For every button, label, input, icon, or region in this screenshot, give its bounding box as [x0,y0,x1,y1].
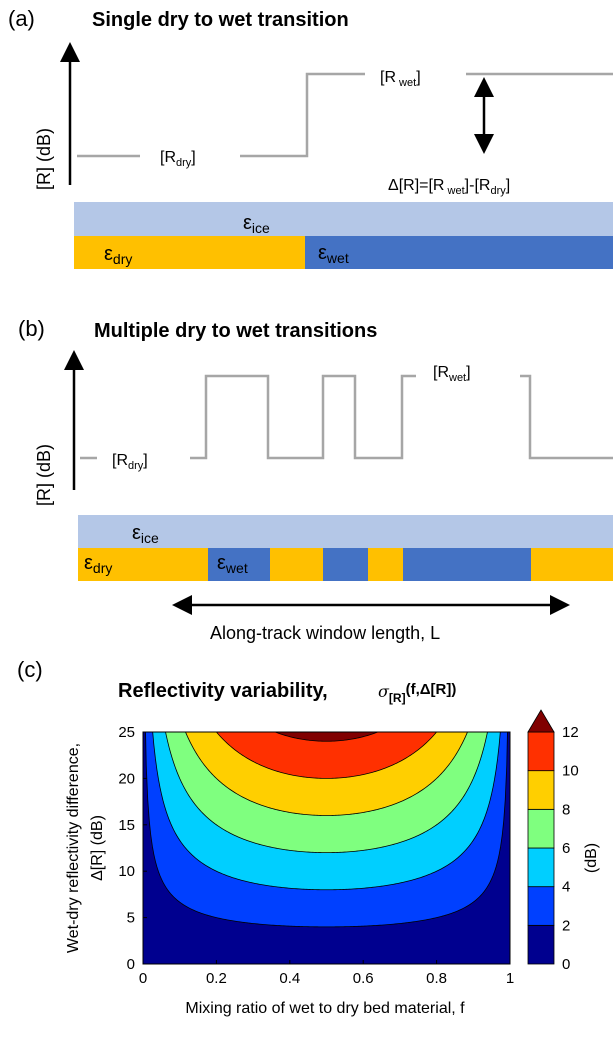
x-tick-label: 0.6 [353,970,374,987]
panel-b-dry-segment-4 [531,548,613,581]
panel-a-ylabel: [R] (dB) [34,128,54,190]
chart-title-symbol: σ[R](f,Δ[R]) [378,681,456,705]
contour-line-12 [274,732,379,742]
x-axis-label: Mixing ratio of wet to dry bed material,… [185,1000,465,1017]
panel-a-r-wet: [R wet] [380,69,421,89]
panel-b-r-wet: [Rwet] [433,364,471,384]
panel-b-multi-step-signal [190,374,416,460]
contour-line-6 [165,732,488,854]
y-tick-label: 5 [127,910,135,927]
x-tick-label: 0 [139,970,147,987]
contour-line-4 [152,732,501,891]
panel-b-eps-dry: εdry [84,552,112,576]
y-tick-label: 0 [127,956,135,973]
panel-a-label: (a) [8,6,35,31]
panel-b-dry-segment-3 [368,548,403,581]
colorbar-band-6 [527,808,555,849]
colorbar-band-8 [527,770,555,810]
colorbar-extend-triangle [527,709,555,733]
panel-a-dry-layer [74,236,305,269]
panel-b-label: (b) [18,316,45,341]
x-tick-label: 0.4 [279,970,300,987]
panel-c: (c) Reflectivity variability, σ[R](f,Δ[R… [17,657,600,1017]
panel-a-eps-wet: εwet [318,242,349,266]
panel-b-wet-segment-2 [323,548,368,581]
panel-b-r-dry: [Rdry] [112,452,148,472]
panel-b-dry-segment-2 [270,548,323,581]
colorbar-band-2 [527,886,555,926]
panel-a-r-dry: [Rdry] [160,149,196,169]
colorbar-tick-label: 0 [562,956,570,973]
y-tick-label: 25 [118,724,135,741]
colorbar-label: (dB) [583,843,600,873]
y-tick-label: 10 [118,863,135,880]
panel-b-window-label: Along-track window length, L [210,623,440,643]
colorbar-tick-label: 2 [562,917,570,934]
y-axis: 0 5 10 15 20 25 [118,724,147,973]
colorbar-tick-label: 6 [562,840,570,857]
colorbar-tick-label: 12 [562,724,579,741]
x-axis: 0 0.2 0.4 0.6 0.8 1 [139,960,514,987]
panel-b-eps-ice: εice [132,522,159,546]
panel-b-signal-right [520,374,613,460]
y-tick-label: 20 [118,770,135,787]
colorbar-band-4 [527,847,555,888]
x-tick-label: 0.2 [206,970,227,987]
contour-lines [145,732,508,928]
colorbar-tick-label: 4 [562,879,570,896]
panel-b: (b) Multiple dry to wet transitions [R] … [18,316,613,643]
colorbar-tick-label: 8 [562,801,570,818]
panel-a-eps-ice: εice [243,212,270,236]
contour-line-2 [145,732,508,928]
panel-a-eps-dry: εdry [104,243,132,267]
panel-c-label: (c) [17,657,43,682]
panel-b-eps-wet: εwet [217,552,248,576]
colorbar-band-10 [527,731,555,772]
panel-b-title: Multiple dry to wet transitions [94,320,377,342]
panel-b-ice-layer [78,515,613,548]
y-tick-label: 15 [118,817,135,834]
contour-band-10-12 [216,732,437,779]
panel-a-step-signal [240,72,365,158]
panel-a-wet-layer [305,236,613,269]
colorbar-tick-label: 10 [562,763,579,780]
contour-line-8 [185,732,468,816]
panel-a: (a) Single dry to wet transition [R] (dB… [8,6,613,269]
panel-b-dry-segment-1 [78,548,208,581]
panel-b-wet-segment-3 [403,548,531,581]
panel-a-delta-equation: Δ[R]=[R wet]-[Rdry] [388,177,510,197]
contour-line-10 [215,732,438,779]
panel-b-wet-segment-1 [208,548,270,581]
contour-plot-area [143,732,510,964]
plot-frame [142,731,511,965]
x-tick-label: 1 [506,970,514,987]
y-axis-label-line1: Wet-dry reflectivity difference, [65,743,82,953]
colorbar: 0 2 4 6 8 10 12 [527,709,579,973]
x-tick-label: 0.8 [426,970,447,987]
y-axis-label-line2: Δ[R] (dB) [89,815,106,881]
panel-a-title: Single dry to wet transition [92,9,349,31]
panel-a-ice-layer [74,202,613,236]
panel-b-ylabel: [R] (dB) [34,444,54,506]
colorbar-band-0 [527,924,555,965]
chart-title: Reflectivity variability, [118,680,328,702]
